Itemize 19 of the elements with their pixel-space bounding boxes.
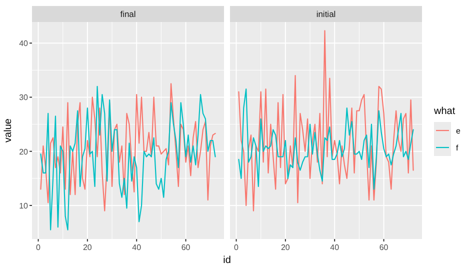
legend-label: f [456, 144, 459, 152]
y-tick-label: 40 [19, 39, 29, 48]
x-tick-label: 40 [330, 243, 340, 252]
x-tick-label: 60 [181, 243, 191, 252]
y-tick-label: 20 [19, 147, 29, 156]
x-tick-label: 60 [379, 243, 389, 252]
chart-title: initial [316, 9, 336, 19]
x-tick-label: 0 [36, 243, 42, 252]
y-tick-label: 10 [19, 201, 29, 210]
x-tick-label: 0 [234, 243, 240, 252]
y-tick-label: 30 [19, 93, 29, 102]
legend-title: what [433, 106, 456, 117]
chart-title: final [120, 9, 136, 19]
x-tick-label: 40 [132, 243, 142, 252]
legend-label: e [456, 126, 461, 136]
x-tick-label: 20 [82, 243, 92, 252]
y-axis-title: value [3, 118, 14, 142]
x-tick-label: 20 [280, 243, 290, 252]
x-axis-title: id [223, 255, 231, 266]
